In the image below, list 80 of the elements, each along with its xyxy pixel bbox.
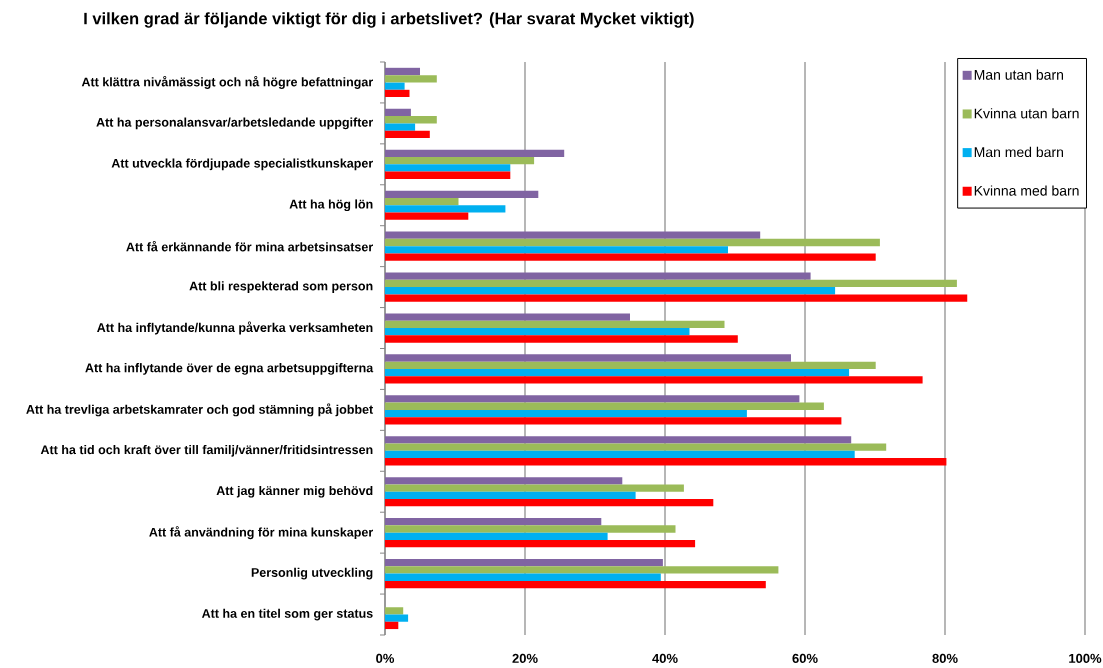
- bar: [385, 499, 714, 507]
- bar: [385, 354, 791, 362]
- x-tick-label: 80%: [932, 653, 958, 663]
- bar: [385, 484, 684, 492]
- bar: [385, 320, 725, 329]
- y-tick-label: Att ha tid och kraft över till familj/vänner/fritidsintressen: [40, 444, 373, 457]
- bar: [385, 212, 469, 220]
- bar: [385, 253, 876, 261]
- bar: [385, 82, 405, 90]
- y-tick-label: Att jag känner mig behövd: [216, 485, 373, 498]
- bar: [385, 149, 565, 158]
- bar: [385, 532, 608, 540]
- bar: [385, 231, 761, 239]
- legend-label: Man utan barn: [974, 69, 1063, 80]
- x-tick-label: 40%: [652, 653, 678, 663]
- bar: [385, 197, 459, 206]
- bar: [385, 580, 766, 589]
- bar: [385, 328, 690, 336]
- chart-title: I vilken grad är följande viktigt för dig i arbetslivet? (Har svarat Mycket viktigt): [84, 12, 694, 28]
- y-tick-label: Att ha en titel som ger status: [201, 608, 373, 621]
- y-tick-label: Att ha inflytande över de egna arbetsuppgifterna: [85, 363, 374, 375]
- bar: [385, 607, 404, 615]
- bar: [385, 368, 850, 377]
- bar: [385, 238, 880, 247]
- bar: [385, 205, 506, 213]
- y-tick-label: Att få användning för mina kunskaper: [149, 526, 374, 540]
- legend-label: Kvinna utan barn: [974, 108, 1079, 119]
- bar: [385, 130, 430, 138]
- y-tick-label: Personlig utveckling: [251, 567, 373, 580]
- legend-label: Man med barn: [974, 146, 1063, 158]
- bar: [385, 272, 811, 280]
- bar: [385, 279, 957, 288]
- y-tick-label: Att ha personalansvar/arbetsledande uppgifter: [96, 117, 373, 130]
- y-tick-label: Att ha trevliga arbetskamrater och god stämning på jobbet: [26, 403, 374, 417]
- legend-label: Kvinna med barn: [974, 185, 1079, 196]
- bar: [385, 75, 437, 83]
- bar: [385, 361, 876, 369]
- bar: [385, 164, 511, 172]
- x-tick-label: 100%: [1069, 653, 1102, 663]
- bar: [385, 123, 416, 131]
- bar: [385, 417, 842, 425]
- bar: [385, 443, 887, 451]
- bar: [385, 287, 836, 295]
- y-tick-label: Att få erkännande för mina arbetsinsatser: [126, 240, 373, 252]
- bar: [385, 313, 630, 321]
- y-tick-label: Att ha hög lön: [289, 199, 373, 212]
- x-tick-label: 60%: [792, 653, 818, 663]
- bar: [385, 518, 602, 526]
- bar: [385, 376, 923, 384]
- bar: [385, 573, 661, 581]
- bar: [385, 171, 511, 179]
- bar: [385, 89, 410, 98]
- bar: [385, 108, 411, 117]
- bar: [385, 436, 852, 444]
- y-tick-label: Att klättra nivåmässigt och nå högre befattningar: [81, 75, 373, 89]
- bar: [385, 491, 636, 500]
- bar: [385, 409, 747, 418]
- y-tick-label: Att utveckla fördjupade specialistkunskaper: [111, 158, 373, 171]
- bar: [385, 190, 539, 198]
- bar: [385, 67, 420, 76]
- bar: [385, 458, 947, 466]
- bar: [385, 566, 779, 574]
- bar: [385, 157, 535, 165]
- bar: [385, 559, 663, 567]
- bar: [385, 335, 738, 343]
- x-tick-label: 0%: [376, 653, 395, 663]
- bar: [385, 477, 623, 485]
- bar: [385, 246, 728, 254]
- bar: [385, 116, 437, 124]
- bar: [385, 525, 676, 533]
- y-tick-label: Att ha inflytande/kunna påverka verksamheten: [97, 321, 373, 335]
- bar: [385, 539, 696, 548]
- y-tick-label: Att bli respekterad som person: [189, 281, 373, 293]
- bar: [385, 614, 409, 622]
- bar: [385, 402, 824, 410]
- bar: [385, 294, 968, 302]
- bar: [385, 395, 800, 403]
- bar: [385, 621, 399, 630]
- x-tick-label: 20%: [512, 653, 538, 663]
- bar: [385, 450, 855, 459]
